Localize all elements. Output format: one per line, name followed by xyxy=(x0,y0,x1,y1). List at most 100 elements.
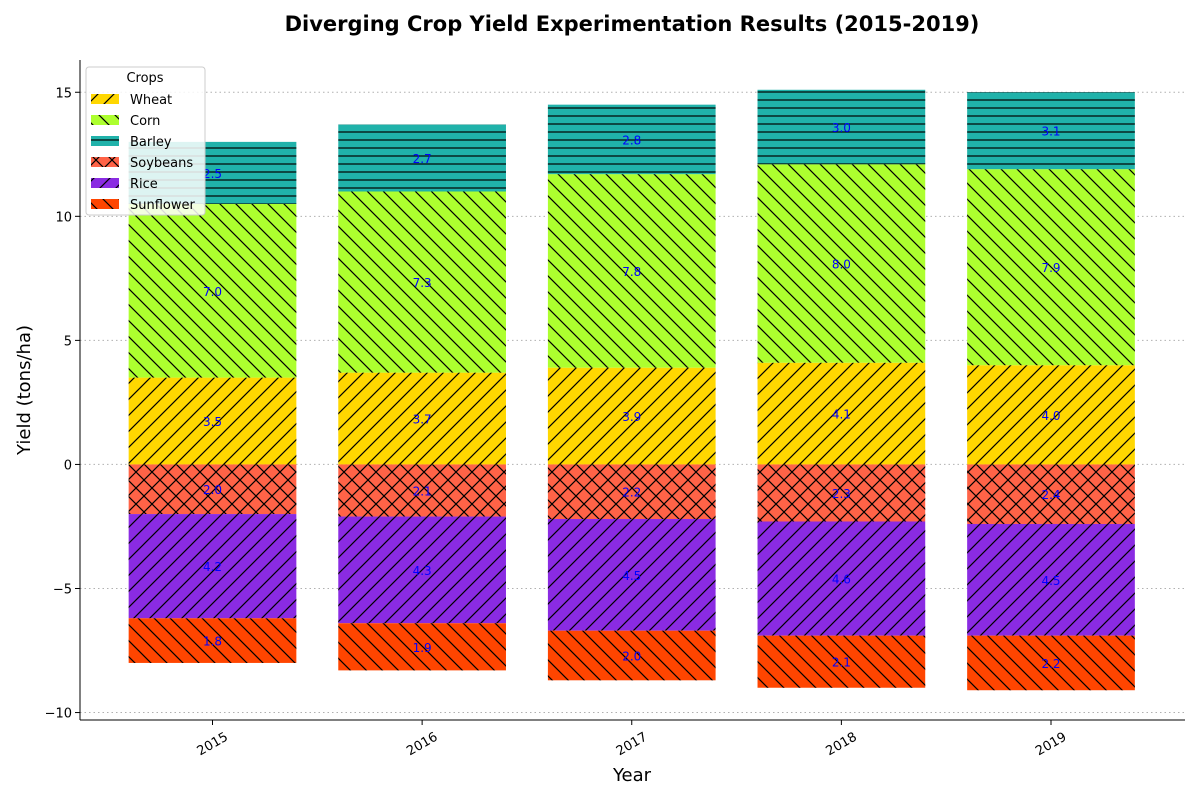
bar-hatch xyxy=(128,618,297,663)
bar-hatch xyxy=(128,464,297,515)
bar-hatch xyxy=(128,203,297,378)
bar-hatch xyxy=(967,464,1135,524)
data-label-rice: 4.2 xyxy=(203,560,222,574)
y-tick-label: 10 xyxy=(55,210,72,225)
chart-title: Diverging Crop Yield Experimentation Res… xyxy=(285,12,980,36)
data-label-soybeans: 2.1 xyxy=(413,484,432,498)
x-tick-label: 2017 xyxy=(614,730,650,760)
legend-label: Sunflower xyxy=(130,198,196,213)
bar-sunflower-2015 xyxy=(128,618,297,663)
bar-corn-2016 xyxy=(338,191,506,373)
bar-hatch xyxy=(757,89,926,165)
bar-sunflower-2018 xyxy=(757,635,926,688)
data-label-wheat: 4.1 xyxy=(832,408,851,422)
bar-hatch xyxy=(757,464,926,522)
bar-hatch xyxy=(757,164,926,363)
data-label-wheat: 4.0 xyxy=(1041,409,1060,423)
bar-rice-2018 xyxy=(757,521,926,636)
bar-hatch xyxy=(757,362,926,465)
data-label-rice: 4.3 xyxy=(413,564,432,578)
x-tick-label: 2015 xyxy=(195,730,231,760)
bar-hatch xyxy=(967,365,1135,465)
data-label-rice: 4.5 xyxy=(1041,574,1060,588)
data-label-soybeans: 2.3 xyxy=(832,487,851,501)
legend-label: Barley xyxy=(130,135,172,150)
data-label-corn: 7.8 xyxy=(622,265,641,279)
data-label-sunflower: 2.2 xyxy=(1041,657,1060,671)
legend-item-rice: Rice xyxy=(91,177,158,192)
bar-hatch xyxy=(967,92,1135,170)
bar-hatch xyxy=(338,464,506,517)
bar-sunflower-2016 xyxy=(338,623,506,671)
bar-barley-2018 xyxy=(757,89,926,165)
bar-barley-2019 xyxy=(967,92,1135,170)
bar-hatch xyxy=(338,124,506,192)
data-labels: 3.5 7.0 2.5 2.0 4.2 1.8 3.7 7.3 2.7 2.1 4.3 1.9 3.9 7… xyxy=(203,121,1061,671)
legend: Crops Wheat Corn Barley Soybeans Rice Sunflow… xyxy=(85,66,206,216)
data-label-sunflower: 1.9 xyxy=(413,641,432,655)
data-label-sunflower: 2.1 xyxy=(832,656,851,670)
data-label-sunflower: 2.0 xyxy=(622,649,641,663)
bar-hatch xyxy=(547,519,716,631)
bar-corn-2019 xyxy=(967,169,1135,366)
bar-hatch xyxy=(338,516,506,624)
data-label-barley: 2.5 xyxy=(203,167,222,181)
x-tick-label: 2019 xyxy=(1033,730,1069,760)
data-label-wheat: 3.7 xyxy=(413,413,432,427)
legend-swatch-hatch xyxy=(91,199,119,209)
bar-barley-2016 xyxy=(338,124,506,192)
bar-hatch xyxy=(547,367,716,465)
bar-hatch xyxy=(967,523,1135,636)
bar-hatch xyxy=(967,169,1135,366)
bar-soybeans-2016 xyxy=(338,464,506,517)
bar-hatch xyxy=(547,630,716,681)
bar-corn-2018 xyxy=(757,164,926,363)
legend-swatch-hatch xyxy=(91,157,119,167)
y-tick-label: −5 xyxy=(53,582,72,597)
legend-label: Corn xyxy=(130,114,160,129)
legend-label: Soybeans xyxy=(130,156,193,171)
bar-rice-2019 xyxy=(967,523,1135,636)
bar-hatch xyxy=(547,104,716,175)
data-label-barley: 3.0 xyxy=(832,121,851,135)
y-axis-title: Yield (tons/ha) xyxy=(14,325,35,456)
x-axis-ticks: 2015 2016 2017 2018 2019 xyxy=(195,720,1069,760)
bar-wheat-2017 xyxy=(547,367,716,465)
bar-wheat-2018 xyxy=(757,362,926,465)
bar-hatch xyxy=(338,372,506,465)
y-tick-label: 5 xyxy=(64,334,72,349)
legend-item-soybeans: Soybeans xyxy=(91,156,193,171)
legend-items: Wheat Corn Barley Soybeans Rice Sunflower xyxy=(91,93,196,213)
y-axis-ticks: −10 −5 0 5 10 15 xyxy=(45,86,80,722)
legend-swatch-hatch xyxy=(91,115,119,125)
data-label-rice: 4.6 xyxy=(832,573,851,587)
data-label-wheat: 3.9 xyxy=(622,410,641,424)
data-label-corn: 7.0 xyxy=(203,285,222,299)
bar-rice-2016 xyxy=(338,516,506,624)
bar-soybeans-2018 xyxy=(757,464,926,522)
x-tick-label: 2018 xyxy=(824,730,860,760)
bar-sunflower-2017 xyxy=(547,630,716,681)
data-label-soybeans: 2.0 xyxy=(203,483,222,497)
legend-title: Crops xyxy=(126,71,163,86)
bar-hatch xyxy=(128,514,297,619)
bar-hatch xyxy=(547,464,716,520)
legend-label: Wheat xyxy=(130,93,172,108)
bar-barley-2017 xyxy=(547,104,716,175)
y-tick-label: 0 xyxy=(64,458,72,473)
bar-hatch xyxy=(338,191,506,373)
bar-rice-2017 xyxy=(547,519,716,631)
bar-hatch xyxy=(547,174,716,368)
legend-item-wheat: Wheat xyxy=(91,93,172,108)
bar-soybeans-2015 xyxy=(128,464,297,515)
bar-hatch xyxy=(338,623,506,671)
legend-item-sunflower: Sunflower xyxy=(91,198,196,213)
bar-hatch xyxy=(757,635,926,688)
legend-item-barley: Barley xyxy=(91,135,172,150)
bar-corn-2017 xyxy=(547,174,716,368)
legend-item-corn: Corn xyxy=(91,114,160,129)
legend-swatch-hatch xyxy=(91,178,119,188)
data-label-rice: 4.5 xyxy=(622,569,641,583)
x-tick-label: 2016 xyxy=(404,730,440,760)
